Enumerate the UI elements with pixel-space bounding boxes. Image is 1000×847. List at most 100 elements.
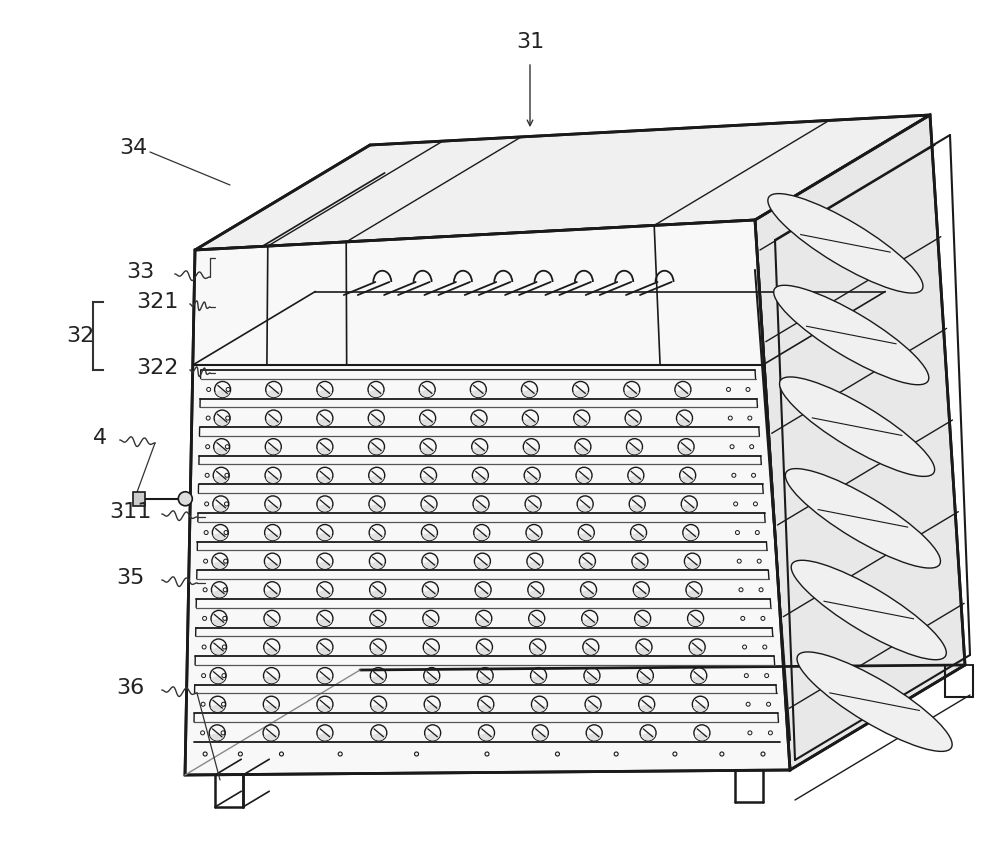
- Text: 32: 32: [66, 326, 94, 346]
- Wedge shape: [266, 504, 280, 512]
- Wedge shape: [574, 418, 589, 426]
- Wedge shape: [580, 562, 595, 569]
- Wedge shape: [215, 418, 229, 426]
- Wedge shape: [369, 446, 384, 455]
- Polygon shape: [755, 115, 965, 770]
- Wedge shape: [318, 618, 332, 626]
- Wedge shape: [577, 475, 591, 483]
- Text: 33: 33: [126, 262, 154, 282]
- Wedge shape: [422, 504, 436, 512]
- Text: 31: 31: [516, 32, 544, 52]
- Wedge shape: [370, 533, 384, 540]
- Wedge shape: [370, 504, 384, 512]
- Wedge shape: [676, 390, 690, 397]
- Wedge shape: [318, 533, 332, 540]
- Wedge shape: [528, 562, 542, 569]
- Wedge shape: [522, 390, 537, 397]
- Wedge shape: [685, 562, 700, 569]
- Wedge shape: [213, 562, 227, 569]
- Wedge shape: [369, 418, 384, 426]
- Wedge shape: [369, 390, 383, 397]
- Wedge shape: [473, 475, 488, 483]
- Wedge shape: [422, 533, 437, 540]
- Wedge shape: [472, 446, 487, 455]
- Wedge shape: [421, 446, 435, 455]
- Wedge shape: [475, 562, 490, 569]
- Wedge shape: [638, 676, 653, 684]
- Text: 34: 34: [119, 138, 147, 158]
- Wedge shape: [212, 618, 226, 626]
- Ellipse shape: [768, 194, 923, 293]
- Wedge shape: [318, 676, 332, 684]
- Wedge shape: [211, 676, 225, 684]
- Wedge shape: [265, 533, 280, 540]
- Wedge shape: [529, 618, 544, 626]
- Wedge shape: [472, 418, 486, 426]
- Wedge shape: [634, 590, 649, 597]
- Wedge shape: [526, 504, 540, 512]
- Wedge shape: [587, 733, 602, 740]
- Wedge shape: [370, 590, 385, 597]
- Wedge shape: [318, 475, 332, 483]
- Wedge shape: [524, 446, 539, 455]
- Wedge shape: [318, 562, 332, 569]
- Text: 36: 36: [116, 678, 144, 698]
- Polygon shape: [195, 115, 930, 250]
- Wedge shape: [318, 446, 332, 455]
- Wedge shape: [214, 446, 229, 455]
- Ellipse shape: [797, 652, 952, 751]
- Wedge shape: [424, 647, 439, 655]
- Wedge shape: [265, 618, 279, 626]
- Wedge shape: [687, 590, 701, 597]
- Wedge shape: [527, 533, 541, 540]
- Wedge shape: [477, 647, 492, 655]
- Wedge shape: [212, 590, 227, 597]
- Wedge shape: [266, 475, 280, 483]
- Wedge shape: [318, 390, 332, 397]
- Text: 311: 311: [109, 502, 151, 522]
- Wedge shape: [425, 733, 440, 740]
- Wedge shape: [370, 562, 385, 569]
- Wedge shape: [423, 562, 437, 569]
- Ellipse shape: [780, 377, 935, 476]
- Wedge shape: [695, 733, 709, 740]
- Wedge shape: [479, 733, 494, 740]
- Wedge shape: [478, 676, 492, 684]
- Wedge shape: [264, 704, 279, 712]
- Wedge shape: [420, 418, 435, 426]
- Wedge shape: [369, 475, 384, 483]
- Wedge shape: [264, 647, 279, 655]
- Wedge shape: [682, 504, 697, 512]
- Text: 35: 35: [116, 568, 144, 588]
- Wedge shape: [578, 504, 592, 512]
- Wedge shape: [371, 618, 385, 626]
- Wedge shape: [266, 418, 281, 426]
- Wedge shape: [210, 733, 225, 740]
- Wedge shape: [584, 647, 598, 655]
- Wedge shape: [631, 533, 646, 540]
- Wedge shape: [579, 533, 594, 540]
- Wedge shape: [471, 390, 486, 397]
- Wedge shape: [474, 504, 488, 512]
- Wedge shape: [629, 475, 643, 483]
- Circle shape: [178, 492, 192, 506]
- Wedge shape: [318, 418, 332, 426]
- Text: 321: 321: [136, 292, 178, 312]
- Wedge shape: [318, 704, 332, 712]
- Wedge shape: [573, 390, 588, 397]
- Wedge shape: [624, 390, 639, 397]
- Wedge shape: [371, 704, 386, 712]
- Ellipse shape: [791, 560, 946, 660]
- Wedge shape: [585, 676, 599, 684]
- Wedge shape: [626, 418, 640, 426]
- Wedge shape: [318, 733, 332, 740]
- Wedge shape: [318, 647, 332, 655]
- Wedge shape: [420, 390, 434, 397]
- Wedge shape: [627, 446, 642, 455]
- Wedge shape: [266, 446, 281, 455]
- Wedge shape: [318, 504, 332, 512]
- Wedge shape: [424, 676, 439, 684]
- Wedge shape: [691, 676, 706, 684]
- Wedge shape: [318, 590, 332, 597]
- Wedge shape: [425, 704, 439, 712]
